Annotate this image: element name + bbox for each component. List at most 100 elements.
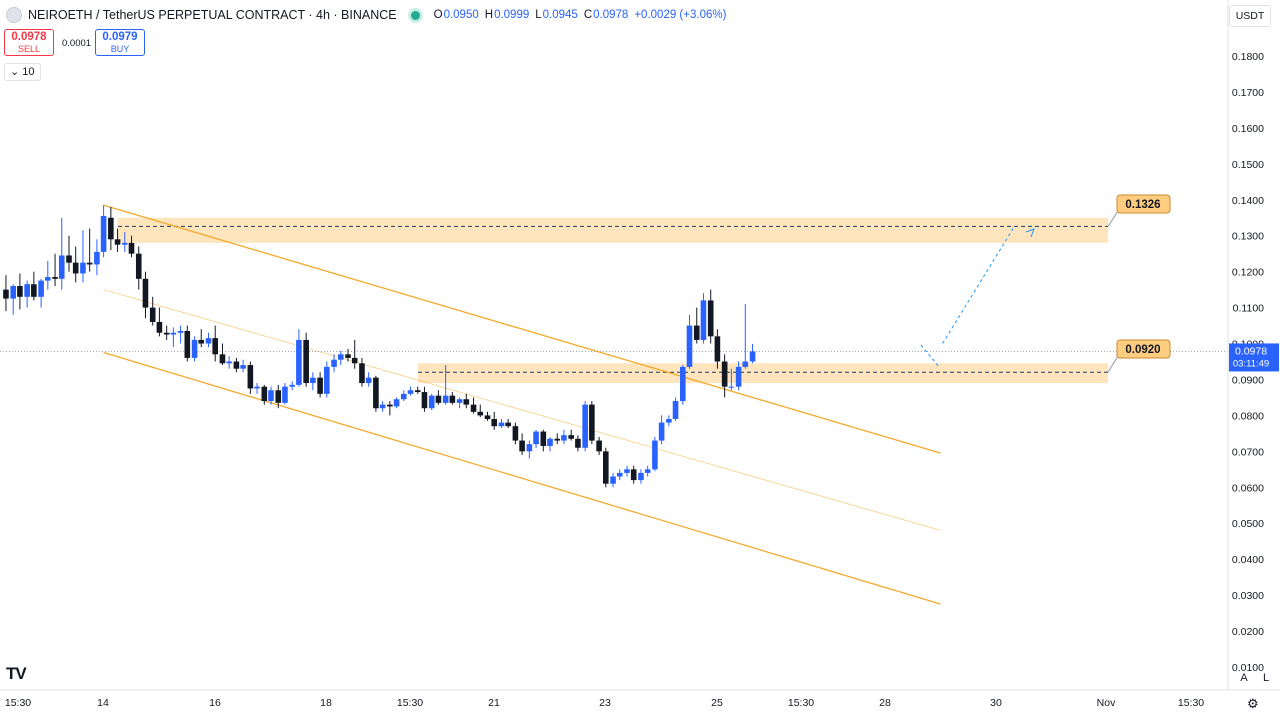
candle [728,368,735,391]
candle-body [373,377,379,409]
x-tick-label: 18 [320,697,332,709]
candle [401,390,407,402]
candle [658,415,665,445]
candle-body [491,419,497,427]
candle-body [749,351,756,362]
channel-mid-line [103,289,941,531]
y-tick-label: 0.1500 [1232,159,1264,171]
candle-body [359,363,365,384]
candle-body [652,440,658,470]
candle-body [401,393,407,400]
ohlc-change: +0.0029 (+3.06%) [634,9,727,21]
candle-body [163,332,170,335]
candle-body [38,280,44,297]
candle [714,329,721,369]
sell-button[interactable]: 0.0978 SELL [4,29,54,56]
candle [393,397,400,409]
candle-body [122,242,128,245]
candle [456,397,463,409]
candle-body [114,239,121,245]
candle [582,401,588,452]
x-tick-label: 30 [990,697,1002,709]
candle-body [100,215,107,252]
candle-body [3,289,9,299]
candle [351,339,358,369]
candle [700,293,707,344]
candle [128,235,135,258]
candle [310,372,316,391]
candle-body [45,277,51,281]
candle-body [470,404,477,412]
candle [540,429,547,452]
candle [142,271,149,319]
candle [512,422,519,445]
candle-body [610,476,616,484]
buy-button[interactable]: 0.0979 BUY [95,29,145,56]
x-tick-label: 15:30 [5,697,31,709]
candle-body [149,307,156,322]
level-connector [1107,210,1119,227]
candle-body [680,366,686,402]
candle-body [666,419,672,423]
candle-body [554,438,561,441]
candle [721,354,728,398]
candle-body [247,365,254,389]
y-tick-label: 0.1300 [1232,231,1264,243]
candle-body [561,435,567,441]
y-tick-label: 0.1700 [1232,87,1264,99]
candle [547,436,553,452]
chart-header: NEIROETH / TetherUS PERPETUAL CONTRACT ·… [0,0,726,30]
candle-body [303,339,309,384]
x-tick-label: 15:30 [397,697,423,709]
volume-indicator-toggle[interactable]: ⌄ 10 [4,63,41,81]
y-tick-label: 0.0100 [1232,662,1264,674]
candle [268,386,274,405]
sell-label: SELL [17,44,41,54]
candle-body [568,435,575,439]
candle [477,404,484,418]
candle [198,329,205,348]
candle [177,325,184,344]
x-tick-label: 23 [599,697,611,709]
currency-selector[interactable]: USDT [1229,5,1271,27]
spread-value: 0.0001 [62,38,92,49]
candle [421,386,428,412]
candle-body [526,444,533,452]
candle [365,372,372,387]
candle [163,325,170,340]
ohlc-open: 0.0950 [443,9,479,21]
candle [80,230,86,283]
auto-scale-button[interactable]: A [1240,672,1248,684]
candle [484,411,491,421]
candle-body [693,325,700,340]
log-scale-button[interactable]: L [1262,672,1270,684]
candle-body [170,332,177,335]
candle-body [686,325,693,367]
buy-price: 0.0979 [102,31,138,43]
candle [72,246,79,283]
candle-body [589,404,595,441]
candle [317,372,323,398]
candle-body [240,365,246,369]
candle-body [414,390,421,393]
candle [589,401,595,445]
candle [533,429,539,448]
level-label-0.0920: 0.0920 [1125,344,1160,356]
symbol-title[interactable]: NEIROETH / TetherUS PERPETUAL CONTRACT ·… [28,8,397,22]
candle-body [393,399,400,407]
candle-body [387,404,393,407]
tradingview-logo-icon[interactable]: TV [6,664,27,683]
x-tick-label: 14 [97,697,109,709]
chevron-down-icon: ⌄ [10,66,20,78]
candle-body [435,395,442,403]
candle [45,260,51,290]
candle-body [616,472,623,477]
candle-body [742,361,749,367]
candle [428,393,435,411]
gear-icon[interactable]: ⚙ [1247,696,1259,711]
candle [666,415,672,427]
candle [114,228,121,252]
y-tick-label: 0.1800 [1232,51,1264,63]
candle-body [128,242,135,254]
